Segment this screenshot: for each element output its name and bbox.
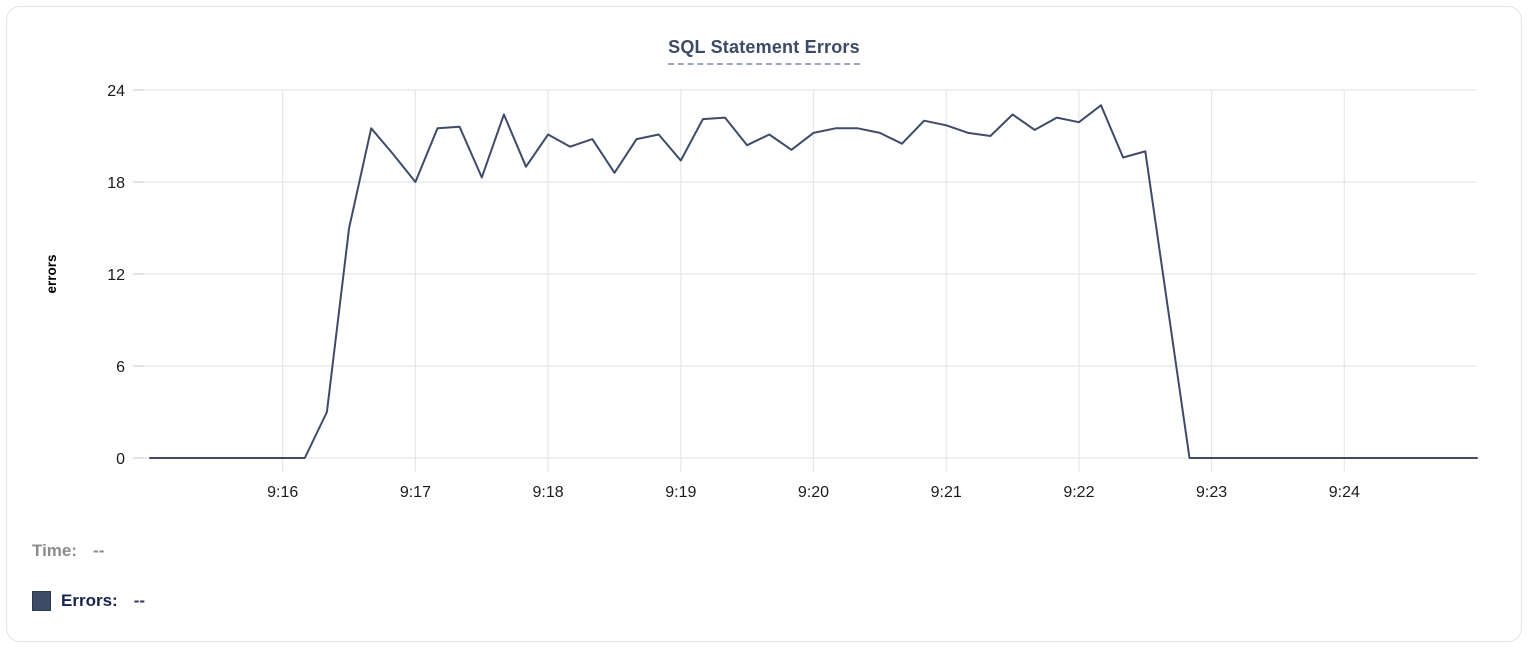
x-tick-label: 9:22	[1063, 484, 1094, 501]
sql-errors-line-chart[interactable]: 0 6 12 18 24 9:16 9:17 9:18 9:19 9:20 9:21 9:22 9:23…	[7, 7, 1528, 517]
y-tick-label: 18	[107, 175, 125, 192]
y-tick-label: 12	[107, 267, 125, 284]
time-label: Time:	[32, 541, 78, 560]
errors-series-line	[149, 104, 1478, 459]
chart-card: SQL Statement Errors 0 6 12 18 24 9:16 9:17 9:1…	[6, 6, 1522, 642]
x-tick-label: 9:17	[400, 484, 431, 501]
x-tick-label: 9:16	[267, 484, 298, 501]
x-tick-label: 9:20	[798, 484, 829, 501]
x-tick-label: 9:19	[665, 484, 696, 501]
errors-value: --	[133, 591, 146, 610]
y-tick-label: 24	[107, 83, 125, 100]
hover-readout-errors: Errors: --	[32, 591, 145, 611]
errors-label: Errors:	[61, 591, 118, 610]
x-tick-label: 9:23	[1196, 484, 1227, 501]
x-tick-label: 9:21	[931, 484, 962, 501]
x-tick-label: 9:18	[533, 484, 564, 501]
chart-header: SQL Statement Errors	[7, 37, 1521, 65]
y-axis-label: errors	[44, 254, 59, 293]
y-tick-label: 0	[116, 451, 125, 468]
x-tick-label: 9:24	[1329, 484, 1360, 501]
chart-title[interactable]: SQL Statement Errors	[668, 37, 860, 65]
y-tick-label: 6	[116, 359, 125, 376]
time-value: --	[93, 541, 105, 560]
hover-readout-time: Time: --	[32, 541, 104, 561]
errors-series-swatch	[32, 591, 51, 611]
